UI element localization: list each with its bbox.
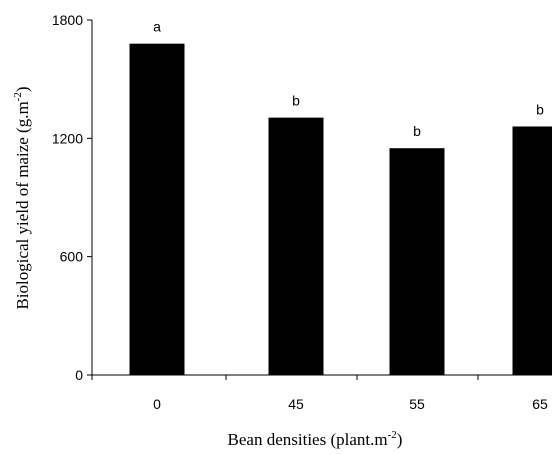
x-tick-label-55: 55 (409, 396, 425, 412)
x-ticks-group: 0 45 55 65 (91, 375, 548, 412)
bars-group (129, 43, 552, 376)
data-label-55: b (413, 123, 421, 139)
bar-55 (389, 148, 445, 375)
data-label-45: b (292, 93, 300, 109)
bar-45 (268, 117, 324, 375)
x-axis-title: Bean densities (plant.m-2) (228, 429, 403, 449)
y-tick-label: 0 (75, 367, 83, 383)
x-tick-label-0: 0 (153, 396, 161, 412)
x-tick-label-65: 65 (532, 396, 548, 412)
bar-0 (129, 43, 185, 376)
data-labels-group: a b b b (153, 19, 544, 140)
bar-65 (512, 126, 552, 375)
data-label-65: b (536, 102, 544, 118)
y-axis-title: Biological yield of maize (g.m-2) (12, 86, 32, 309)
y-tick-label: 1800 (52, 12, 83, 28)
y-tick-label: 1200 (52, 130, 83, 146)
y-tick-label: 600 (60, 249, 84, 265)
data-label-0: a (153, 19, 161, 35)
y-ticks-group: 0 600 1200 1800 (52, 12, 92, 383)
x-tick-label-45: 45 (288, 396, 304, 412)
